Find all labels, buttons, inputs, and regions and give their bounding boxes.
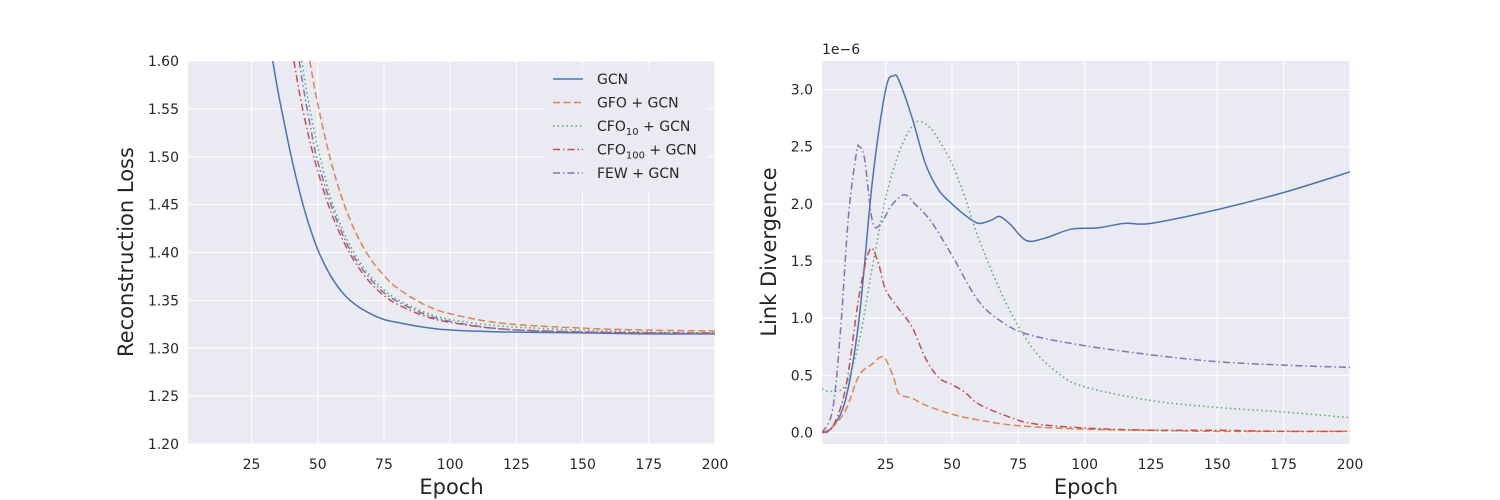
legend-entry: GFO + GCN [597,96,679,112]
x-axis-label: Epoch [419,475,483,499]
y-tick-label: 2.5 [791,140,813,156]
legend-entry: CFO100 + GCN [597,143,697,162]
x-tick-label: 50 [309,457,327,473]
y-tick-label: 1.55 [148,102,179,118]
y-tick-label: 1.25 [148,389,179,405]
y-tick-label: 1.20 [148,437,179,453]
x-tick-label: 100 [437,457,464,473]
y-tick-label: 1.5 [791,254,813,270]
y-tick-label: 0.0 [791,426,813,442]
x-tick-label: 150 [569,457,596,473]
series-line-cfo10-gcn [822,120,1350,419]
series-line-cfo100-gcn [822,247,1350,434]
legend-entry: FEW + GCN [597,166,679,182]
y-tick-label: 1.35 [148,293,179,309]
y-axis-label: Link Divergence [757,167,781,336]
series-line-few-gcn [298,61,715,335]
plot-background [822,61,1350,444]
y-tick-label: 3.0 [791,83,813,99]
x-tick-label: 200 [1337,457,1364,473]
series-line-gfo-gcn [309,61,715,332]
legend-entry: GCN [597,72,628,88]
series-lines [272,61,715,335]
series-line-gcn [272,61,715,335]
y-tick-label: 1.50 [148,150,179,166]
y-tick-label: 2.0 [791,197,813,213]
series-line-few-gcn [822,144,1350,433]
series-line-cfo10-gcn [301,61,715,334]
series-lines [822,74,1350,434]
legend-box [545,66,709,192]
y-tick-label: 1.60 [148,54,179,70]
x-tick-label: 100 [1071,457,1098,473]
y-tick-label: 1.45 [148,198,179,214]
x-tick-label: 50 [943,457,961,473]
x-tick-label: 75 [1009,457,1027,473]
x-tick-label: 200 [702,457,729,473]
legend-entry: CFO10 + GCN [597,119,690,138]
x-tick-label: 175 [1270,457,1297,473]
y-axis-label: Reconstruction Loss [114,147,138,357]
reconstruction-loss-chart: 25 50 75 100 125 150 175 200 1.20 1.25 1.30 1.35 1.4… [114,54,728,499]
x-tick-label: 175 [635,457,662,473]
y-tick-label: 1.0 [791,311,813,327]
x-tick-label: 25 [877,457,895,473]
x-tick-label: 150 [1204,457,1231,473]
series-line-gcn [822,74,1350,434]
x-tick-label: 75 [375,457,393,473]
x-axis-label: Epoch [1054,475,1118,499]
x-tick-label: 125 [503,457,530,473]
y-tick-label: 1.30 [148,341,179,357]
legend: GCN GFO + GCN CFO10 + GCN CFO100 + GCN FEW +… [545,66,709,192]
link-divergence-chart: 25 50 75 100 125 150 175 200 0.0 0.5 1.0 1.5 2.0 2.5 3… [757,42,1363,499]
y-tick-label: 1.40 [148,246,179,262]
y-tick-label: 0.5 [791,368,813,384]
y-offset-label: 1e−6 [822,42,860,58]
x-tick-label: 25 [243,457,261,473]
series-line-gfo-gcn [822,355,1350,434]
x-tick-label: 125 [1138,457,1165,473]
